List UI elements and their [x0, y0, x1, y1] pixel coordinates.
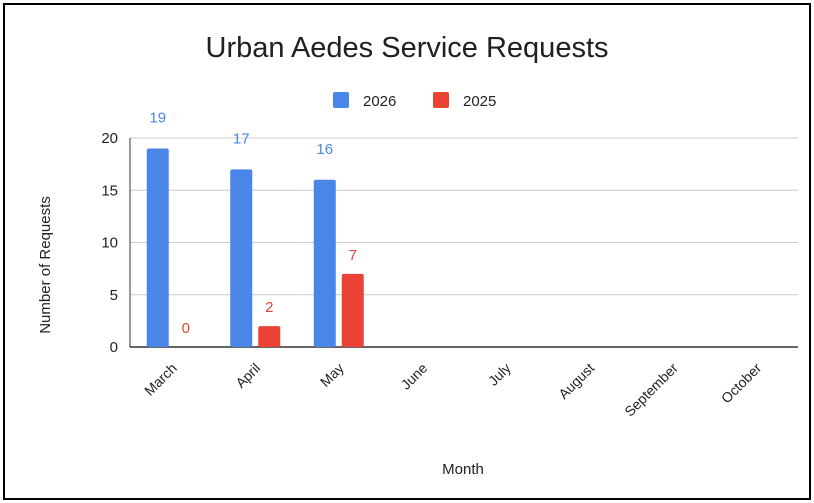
x-tick-label: August — [555, 360, 597, 402]
legend-swatch — [333, 92, 349, 108]
data-label: 16 — [316, 141, 333, 158]
data-label: 2 — [265, 299, 273, 316]
data-label: 0 — [182, 320, 190, 337]
data-label: 17 — [233, 130, 250, 147]
x-tick-label: May — [317, 360, 347, 390]
y-axis-ticks: 0 5 10 15 20 — [101, 130, 118, 356]
bar-2026-March — [146, 148, 169, 347]
data-label: 7 — [349, 247, 357, 264]
x-tick-label: July — [485, 360, 514, 389]
x-tick-label: October — [718, 360, 765, 407]
y-tick-label: 20 — [101, 130, 118, 147]
data-label: 19 — [149, 109, 166, 126]
y-tick-label: 5 — [110, 287, 118, 304]
chart-title: Urban Aedes Service Requests — [205, 32, 609, 64]
legend: 2026 2025 — [333, 92, 496, 110]
x-tick-label: April — [232, 360, 263, 391]
legend-swatch — [433, 92, 449, 108]
bar-2026-May — [313, 179, 336, 347]
bar-2025-April — [258, 326, 281, 347]
y-tick-label: 10 — [101, 235, 118, 252]
gridlines — [129, 137, 798, 348]
bars — [146, 148, 364, 347]
y-tick-label: 15 — [101, 182, 118, 199]
x-axis-label: Month — [442, 461, 484, 478]
y-tick-label: 0 — [110, 339, 118, 356]
x-tick-label: September — [621, 360, 681, 420]
legend-label: 2026 — [363, 93, 396, 110]
data-labels: 19 0 17 2 16 7 — [149, 109, 357, 337]
y-axis-label: Number of Requests — [37, 196, 54, 334]
bar-2026-April — [230, 169, 253, 347]
x-tick-label: March — [141, 360, 180, 399]
x-tick-label: June — [398, 360, 431, 393]
x-axis-ticks: March April May June July August September Octo… — [141, 360, 765, 420]
chart-frame — [3, 3, 811, 500]
legend-label: 2025 — [463, 93, 496, 110]
bar-2025-May — [341, 273, 364, 347]
